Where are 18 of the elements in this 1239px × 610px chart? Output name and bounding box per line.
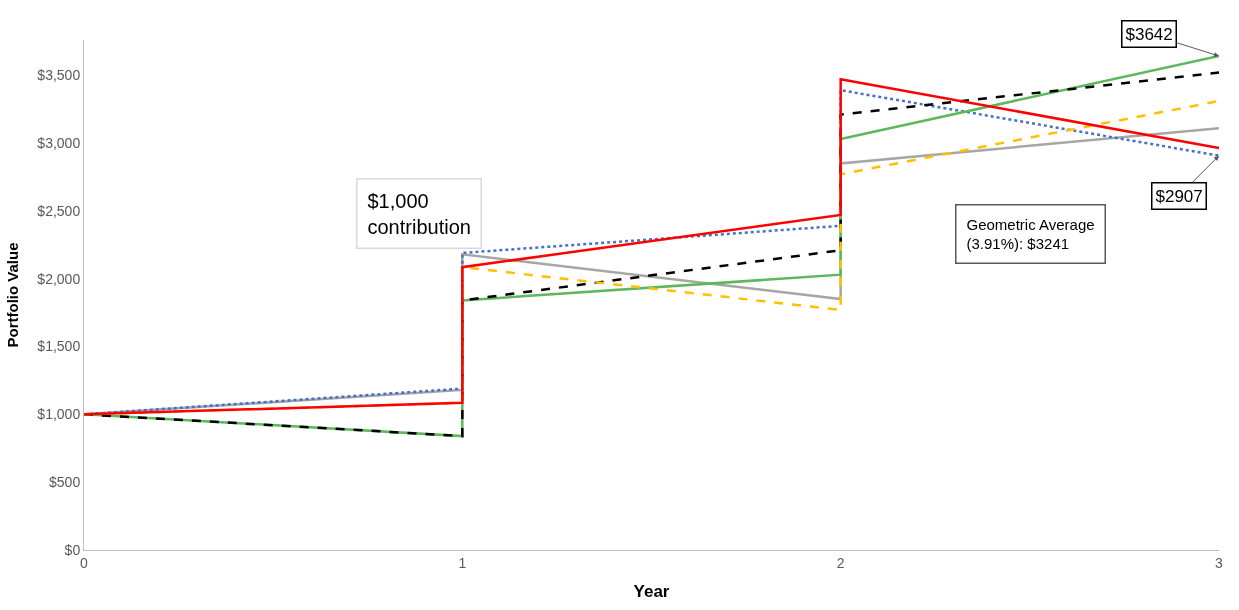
y-tick-label: $2,500 <box>37 202 81 219</box>
x-tick-label: 2 <box>836 554 845 571</box>
annotation: Geometric Average (3.91%): $3241 <box>966 215 1095 252</box>
y-tick-label: $3,000 <box>37 134 81 151</box>
y-tick-label: $2,000 <box>37 270 81 287</box>
y-tick-label: $500 <box>49 474 81 491</box>
y-axis-title: Portfolio Value <box>3 242 21 348</box>
annotation: $1,000 contribution <box>367 189 471 238</box>
annotation: $3642 <box>1125 24 1173 44</box>
annotation: $2907 <box>1155 186 1203 206</box>
y-tick-label: $1,000 <box>37 406 81 423</box>
x-tick-label: 1 <box>458 554 467 571</box>
y-tick-label: $3,500 <box>37 67 81 84</box>
y-tick-label: $0 <box>64 541 81 558</box>
x-tick-label: 0 <box>80 554 89 571</box>
x-axis-title: Year <box>633 582 670 602</box>
x-tick-label: 3 <box>1215 554 1224 571</box>
y-tick-label: $1,500 <box>37 338 81 355</box>
